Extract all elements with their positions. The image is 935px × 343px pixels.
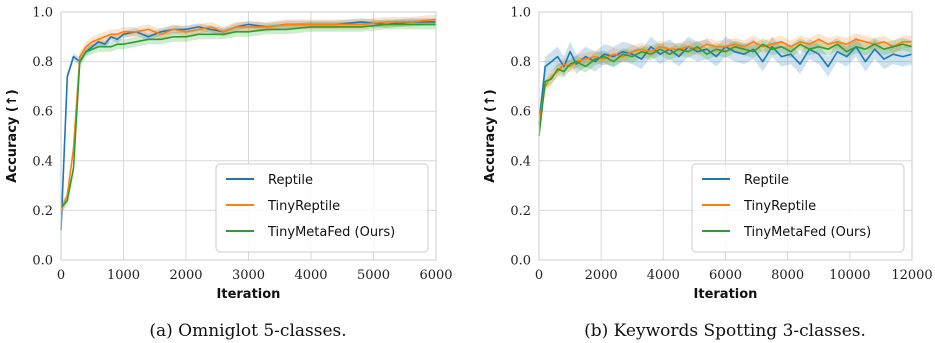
- x-tick-label: 6000: [419, 268, 452, 283]
- y-tick-label: 0.8: [32, 55, 53, 70]
- plot-frame: [60, 11, 437, 261]
- y-tick-label: 0.2: [32, 204, 53, 219]
- legend: Reptile TinyReptile TinyMetaFed (Ours): [215, 163, 429, 253]
- figure-caption: (a) Omniglot 5-classes.: [149, 321, 346, 341]
- chart-panel-keyword-spotting: 0 2000 4000 6000 8000 10000 12000 0.0 0.2 0.4 0.6 0…: [483, 6, 933, 342]
- y-tick-label: 1.0: [32, 6, 53, 21]
- legend-label: TinyMetaFed (Ours): [267, 225, 395, 240]
- legend-label: TinyReptile: [267, 199, 340, 214]
- legend-box: [215, 163, 429, 253]
- x-axis-label: Iteration: [217, 287, 281, 302]
- legend-label: TinyMetaFed (Ours): [743, 225, 871, 240]
- series-band-1: [61, 14, 436, 216]
- x-tick-label: 2000: [585, 268, 618, 283]
- x-tick-label: 0: [535, 268, 543, 283]
- plot-frame: [538, 11, 913, 261]
- legend-label: TinyReptile: [743, 199, 816, 214]
- figure-caption: (b) Keywords Spotting 3-classes.: [584, 321, 866, 341]
- x-tick-label: 4000: [647, 268, 680, 283]
- x-tick-label: 12000: [891, 268, 932, 283]
- y-tick-label: 0.4: [32, 154, 53, 169]
- legend-label: Reptile: [268, 173, 313, 188]
- series-line-2: [60, 23, 436, 209]
- y-axis-label: Accuracy (↑): [483, 89, 498, 182]
- legend: Reptile TinyReptile TinyMetaFed (Ours): [691, 163, 905, 253]
- x-tick-label: 1000: [107, 268, 140, 283]
- y-tick-label: 0.4: [510, 154, 531, 169]
- x-tick-label: 10000: [829, 268, 870, 283]
- y-tick-label: 0.2: [510, 204, 531, 219]
- series-line-0: [538, 45, 913, 124]
- chart-panel-omniglot: 0 1000 2000 3000 4000 5000 6000 0.0 0.2 0.4 0.6 0.8…: [5, 6, 453, 342]
- y-tick-label: 1.0: [510, 6, 531, 21]
- x-tick-label: 6000: [709, 268, 742, 283]
- legend-label: Reptile: [744, 173, 789, 188]
- y-tick-label: 0.6: [32, 105, 53, 120]
- x-tick-label: 5000: [357, 268, 390, 283]
- y-tick-label: 0.0: [510, 254, 531, 269]
- y-tick-label: 0.8: [510, 55, 531, 70]
- series-line-2: [538, 43, 913, 137]
- y-tick-label: 0.0: [32, 254, 53, 269]
- x-tick-label: 2000: [169, 268, 202, 283]
- series-line-1: [60, 18, 437, 211]
- x-tick-label: 8000: [771, 268, 804, 283]
- legend-box: [691, 163, 905, 253]
- series-line-1: [538, 38, 912, 124]
- x-tick-label: 4000: [294, 268, 327, 283]
- y-axis-label: Accuracy (↑): [5, 89, 20, 182]
- x-tick-label: 3000: [232, 268, 265, 283]
- x-tick-label: 0: [57, 268, 65, 283]
- y-tick-label: 0.6: [510, 105, 531, 120]
- series-band-0: [539, 36, 912, 134]
- x-axis-label: Iteration: [694, 287, 758, 302]
